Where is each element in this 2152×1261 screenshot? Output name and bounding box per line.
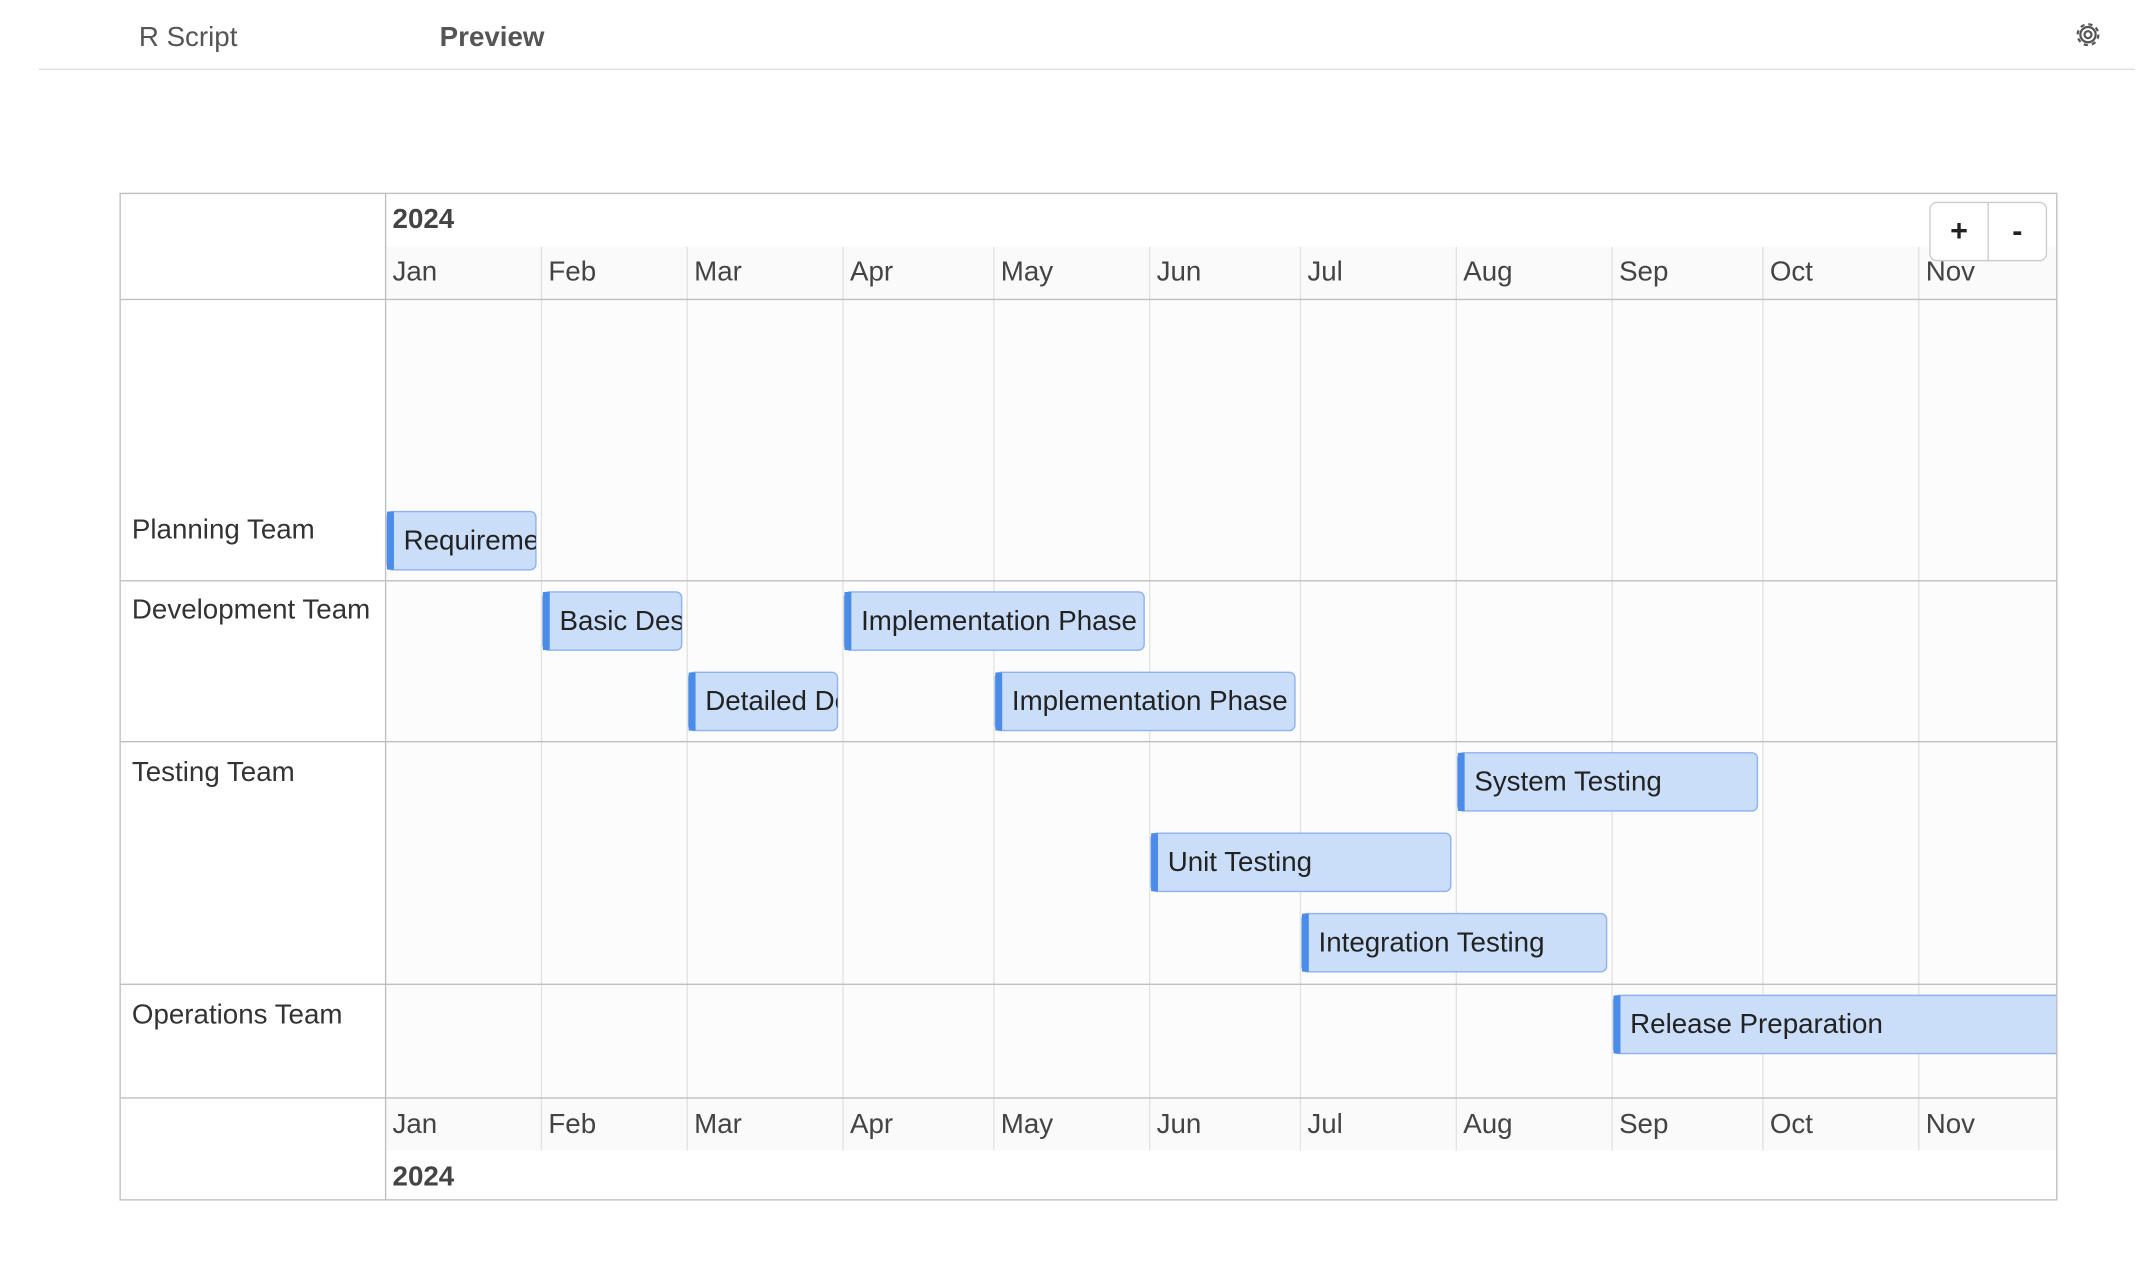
month-label: Mar bbox=[694, 1108, 742, 1139]
item-label: Release Preparation bbox=[1630, 1008, 1883, 1039]
timeline-item[interactable]: Requirements Definition bbox=[386, 510, 700, 571]
month-label: Oct bbox=[1770, 1108, 1813, 1139]
item-label: Integration Testing bbox=[1319, 926, 1545, 957]
group-label: Planning Team bbox=[132, 513, 315, 544]
month-label: Jan bbox=[393, 1108, 438, 1139]
month-label: Jun bbox=[1157, 1108, 1202, 1139]
month-label: May bbox=[1001, 1108, 1054, 1139]
item-label: Basic Design bbox=[559, 605, 721, 636]
year-label: 2024 bbox=[393, 203, 455, 234]
item-label: System Testing bbox=[1474, 766, 1661, 797]
month-label: Jan bbox=[393, 255, 438, 286]
month-label: Mar bbox=[694, 255, 742, 286]
item-accent bbox=[688, 672, 696, 731]
timeline-item[interactable]: System Testing bbox=[1457, 752, 1759, 812]
timeline-item[interactable]: Implementation Phase bbox=[994, 671, 1296, 732]
month-label: Sep bbox=[1619, 255, 1668, 286]
item-accent bbox=[1151, 833, 1159, 892]
month-label: Sep bbox=[1619, 1108, 1668, 1139]
month-label: Apr bbox=[850, 255, 893, 286]
settings-icon[interactable] bbox=[2076, 23, 2100, 47]
item-label: Unit Testing bbox=[1168, 846, 1312, 877]
month-label: Oct bbox=[1770, 255, 1813, 286]
month-label: Jun bbox=[1157, 255, 1202, 286]
month-label: May bbox=[1001, 255, 1054, 286]
timeline-item[interactable]: Basic Design bbox=[542, 591, 721, 651]
zoom-out[interactable]: - bbox=[2012, 214, 2022, 248]
timeline-item[interactable]: Implementation Phase bbox=[843, 591, 1145, 651]
month-label: Feb bbox=[548, 1108, 596, 1139]
item-accent bbox=[1613, 995, 1621, 1054]
year-label: 2024 bbox=[393, 1161, 455, 1192]
item-accent bbox=[542, 591, 550, 651]
item-label: Detailed Design bbox=[705, 685, 901, 716]
item-accent bbox=[1457, 752, 1465, 811]
timeline-item[interactable]: Detailed Design bbox=[687, 671, 901, 732]
item-label: Requirements Definition bbox=[404, 524, 700, 555]
group-label: Development Team bbox=[132, 594, 370, 625]
item-accent bbox=[1301, 913, 1309, 972]
month-label: Nov bbox=[1926, 1108, 1975, 1139]
axis-bg bbox=[385, 1097, 2058, 1151]
item-accent bbox=[844, 591, 852, 651]
item-accent bbox=[387, 511, 394, 570]
month-label: Feb bbox=[548, 255, 596, 286]
item-label: Implementation Phase bbox=[861, 605, 1137, 636]
axis-bg bbox=[385, 246, 2058, 300]
tab[interactable]: R Script bbox=[139, 21, 238, 52]
month-label: Aug bbox=[1463, 1108, 1512, 1139]
month-label: Nov bbox=[1926, 255, 1975, 286]
group-label: Operations Team bbox=[132, 998, 343, 1029]
month-label: Jul bbox=[1307, 255, 1342, 286]
timeline-item[interactable]: Release Preparation bbox=[1612, 994, 2152, 1055]
month-label: Apr bbox=[850, 1108, 893, 1139]
item-accent bbox=[995, 672, 1003, 731]
frame bbox=[119, 192, 2058, 1201]
group-label: Testing Team bbox=[132, 756, 295, 787]
month-label: Jul bbox=[1307, 1108, 1342, 1139]
item-label: Implementation Phase bbox=[1012, 685, 1288, 716]
month-label: Aug bbox=[1463, 255, 1512, 286]
tab-active[interactable]: Preview bbox=[440, 21, 545, 52]
timeline-item[interactable]: Integration Testing bbox=[1301, 912, 1608, 973]
zoom-in[interactable]: + bbox=[1950, 214, 1968, 248]
timeline-item[interactable]: Unit Testing bbox=[1150, 832, 1452, 893]
